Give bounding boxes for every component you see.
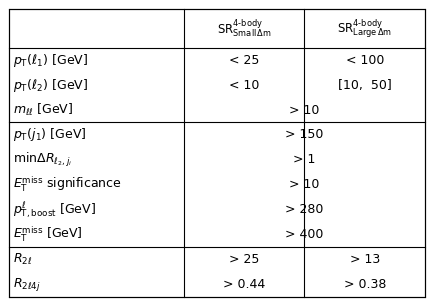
Text: [10,  50]: [10, 50]	[338, 78, 392, 92]
Text: < 25: < 25	[229, 54, 259, 67]
Text: $R_{2\ell}$: $R_{2\ell}$	[13, 252, 33, 267]
Text: $E_{\rm T}^{\rm miss}$ [GeV]: $E_{\rm T}^{\rm miss}$ [GeV]	[13, 225, 83, 244]
Text: $p_{\rm T}(j_1)$ [GeV]: $p_{\rm T}(j_1)$ [GeV]	[13, 126, 86, 143]
Text: > 10: > 10	[289, 178, 320, 191]
Text: < 100: < 100	[346, 54, 384, 67]
Text: > 400: > 400	[285, 228, 324, 241]
Text: $p_{\rm T}(\ell_2)$ [GeV]: $p_{\rm T}(\ell_2)$ [GeV]	[13, 77, 88, 94]
Text: > 25: > 25	[229, 253, 259, 266]
Text: SR$^{\rm 4\text{-}body}_{\rm Small\,\Delta m}$: SR$^{\rm 4\text{-}body}_{\rm Small\,\Del…	[217, 18, 272, 39]
Text: > 0.44: > 0.44	[223, 278, 265, 291]
Text: $E_{\rm T}^{\rm miss}$ significance: $E_{\rm T}^{\rm miss}$ significance	[13, 175, 122, 195]
Text: > 1: > 1	[293, 153, 316, 166]
Text: $p^{\ell}_{\rm T,boost}$ [GeV]: $p^{\ell}_{\rm T,boost}$ [GeV]	[13, 199, 96, 220]
Text: $\min \Delta R_{\ell_2, j_i}$: $\min \Delta R_{\ell_2, j_i}$	[13, 151, 72, 169]
Text: $R_{2\ell 4j}$: $R_{2\ell 4j}$	[13, 276, 41, 293]
Text: > 0.38: > 0.38	[344, 278, 386, 291]
Text: SR$^{\rm 4\text{-}body}_{\rm Large\,\Delta m}$: SR$^{\rm 4\text{-}body}_{\rm Large\,\Del…	[337, 17, 392, 40]
Text: > 10: > 10	[289, 104, 320, 117]
Text: > 280: > 280	[285, 203, 324, 216]
Text: > 150: > 150	[285, 128, 324, 142]
Text: $m_{\ell\ell}$ [GeV]: $m_{\ell\ell}$ [GeV]	[13, 102, 73, 118]
Text: > 13: > 13	[350, 253, 380, 266]
Text: < 10: < 10	[229, 78, 259, 92]
Text: $p_{\rm T}(\ell_1)$ [GeV]: $p_{\rm T}(\ell_1)$ [GeV]	[13, 52, 88, 69]
